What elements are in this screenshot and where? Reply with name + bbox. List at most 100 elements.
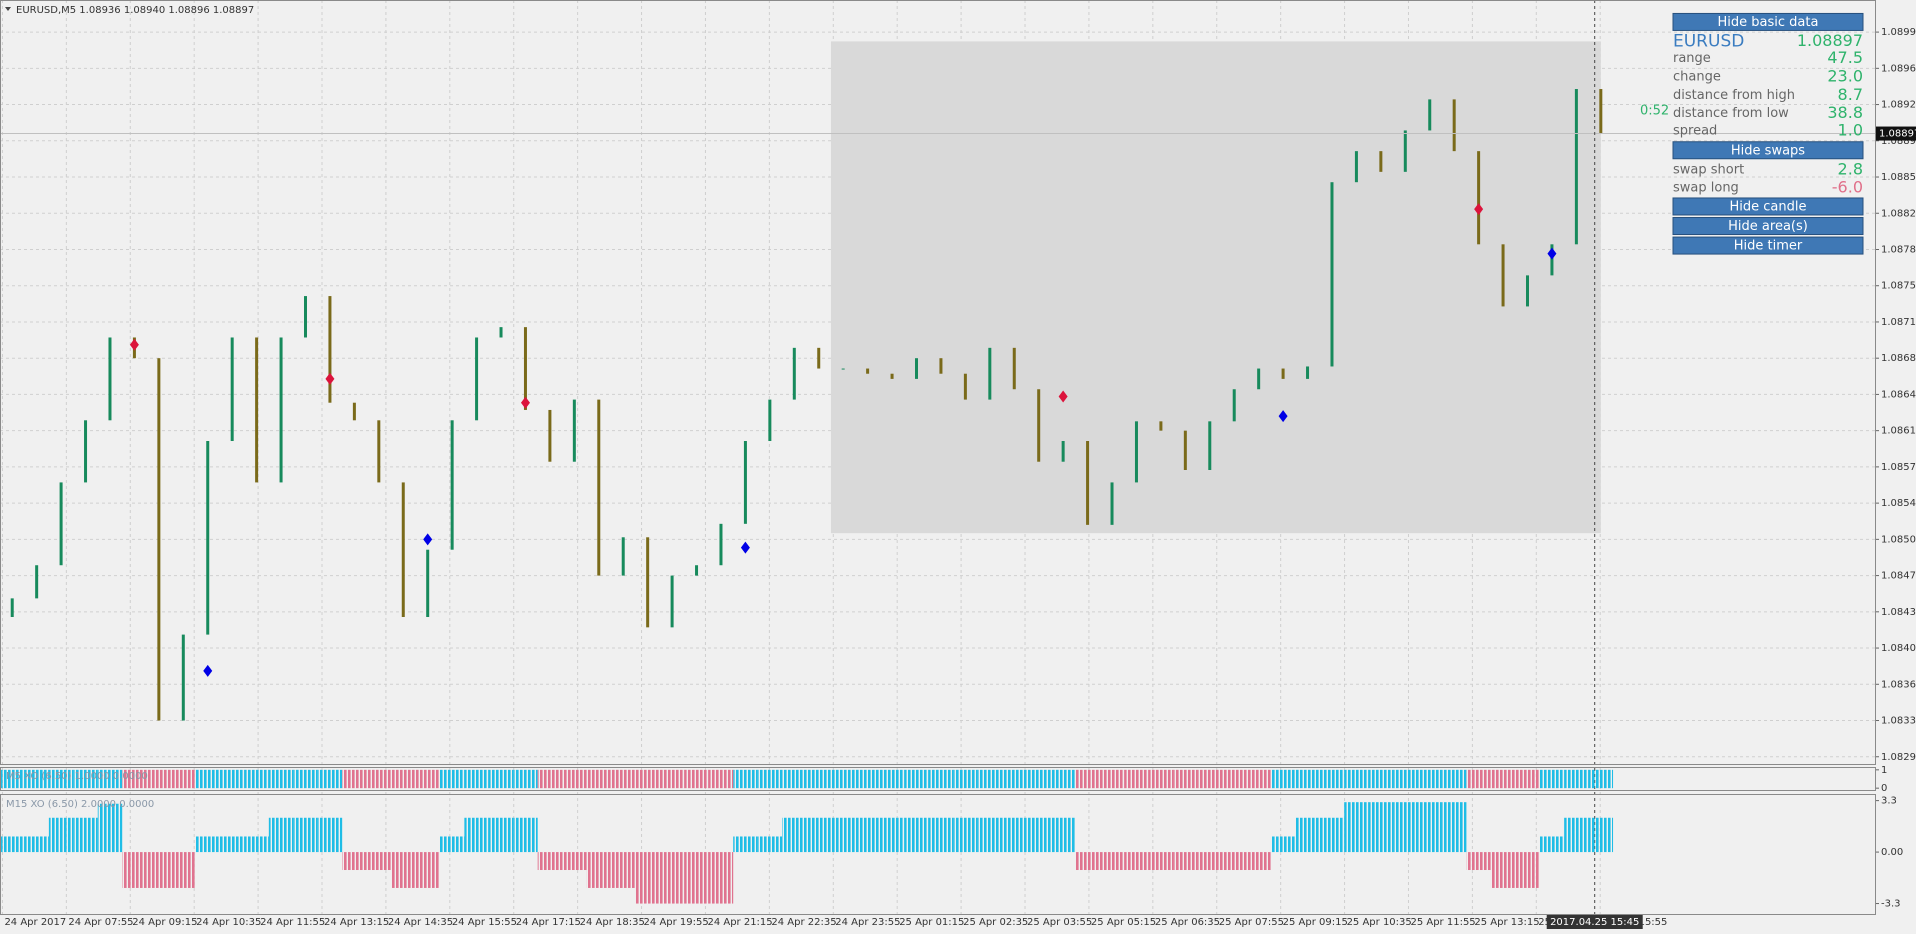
xo-bar (1466, 852, 1491, 871)
symbol-price: 1.08897 (1797, 31, 1863, 50)
xo-bar (684, 852, 709, 904)
stat-label: change (1673, 69, 1721, 84)
candle (1452, 99, 1456, 152)
x-tick-label: 24 Apr 21:15 (707, 917, 772, 928)
m5-frame (0, 767, 1876, 791)
xo-bar (1148, 852, 1174, 871)
candle (401, 482, 405, 617)
xo-bar (733, 769, 758, 789)
panel-button[interactable] (1672, 217, 1864, 236)
candle (1110, 482, 1114, 525)
xo-bar (1441, 769, 1467, 789)
xo-bar (1564, 769, 1589, 789)
y-tick-label: 1.08820 (1881, 208, 1916, 219)
xo-bar (146, 852, 172, 888)
candle (1012, 347, 1016, 390)
xo-bar (611, 769, 636, 789)
xo-bar (391, 769, 416, 789)
xo-bar (1295, 817, 1320, 853)
xo-bar (586, 852, 611, 888)
candle (890, 373, 894, 379)
candle (35, 565, 39, 599)
panel-button-label[interactable]: Hide area(s) (1728, 219, 1808, 234)
x-tick-label: 25 Apr 02:35 (963, 917, 1028, 928)
swap-value: -6.0 (1832, 178, 1863, 197)
panel-button[interactable] (1672, 12, 1864, 31)
xo-bar (928, 769, 954, 789)
stat-value: 38.8 (1827, 103, 1863, 122)
xo-bar (659, 769, 685, 789)
xo-bar (904, 817, 929, 853)
xo-bar (366, 852, 392, 871)
xo-bar (73, 817, 98, 853)
x-tick-label: 24 Apr 15:55 (452, 917, 517, 928)
x-tick-label: 25 Apr 07:55 (1219, 917, 1284, 928)
stat-label: distance from low (1673, 106, 1789, 121)
xo-bar (733, 836, 758, 853)
signal-diamond (1474, 203, 1484, 216)
candle (1134, 421, 1138, 483)
panel-button-label[interactable]: Hide swaps (1731, 143, 1805, 158)
y-tick-label: 1.08855 (1881, 172, 1916, 183)
candle (328, 296, 332, 403)
panel-button-label[interactable]: Hide candle (1730, 199, 1807, 214)
xo-bar (611, 852, 636, 888)
panel-button[interactable] (1672, 197, 1864, 216)
x-tick-label: 24 Apr 19:55 (644, 917, 709, 928)
xo-bar (635, 769, 660, 789)
xo-bar (317, 769, 343, 789)
panel-button[interactable] (1672, 141, 1864, 160)
candle (646, 537, 650, 628)
xo-bar (1295, 769, 1320, 789)
candle (1379, 151, 1383, 172)
panel-button[interactable] (1672, 236, 1864, 255)
xo-bar (1539, 769, 1565, 789)
xo-bar (195, 836, 220, 853)
xo-bar (97, 803, 123, 853)
candle (719, 523, 723, 566)
xo-bar (708, 769, 734, 789)
xo-bar (1466, 769, 1491, 789)
x-tick-label: 24 Apr 14:35 (388, 917, 453, 928)
signal-diamond (520, 396, 530, 409)
candle (1159, 421, 1163, 431)
xo-bar (439, 836, 465, 853)
y-tick-label: 1.08575 (1881, 462, 1916, 473)
xo-bar (317, 817, 343, 853)
xo-bar (1393, 802, 1418, 853)
x-tick-label: 25 Apr 09:15 (1283, 917, 1348, 928)
main-frame (0, 0, 1876, 765)
panel-button-label[interactable]: Hide basic data (1718, 15, 1819, 30)
xo-bar (855, 817, 880, 853)
y-tick-label: 1.08610 (1881, 426, 1916, 437)
xo-bar (1026, 817, 1051, 853)
candle (377, 420, 381, 483)
xo-bar (488, 817, 514, 853)
xo-bar (488, 769, 514, 789)
xo-bar (1075, 769, 1100, 789)
signal-diamond (740, 541, 750, 554)
xo-bar (342, 852, 367, 871)
xo-bar (537, 852, 563, 871)
x-tick-label: 25 Apr 06:35 (1155, 917, 1220, 928)
candle (230, 337, 234, 442)
candle (768, 399, 772, 442)
y-tick-label: 1.08785 (1881, 244, 1916, 255)
xo-bar (513, 817, 538, 853)
candle (1330, 182, 1334, 367)
xo-bar (219, 769, 245, 789)
xo-bar (757, 769, 783, 789)
xo-bar (1124, 852, 1149, 871)
xo-bar (1002, 817, 1027, 853)
candle (1257, 368, 1261, 390)
xo-bar (684, 769, 709, 789)
swap-value: 2.8 (1838, 159, 1863, 178)
candle (1183, 430, 1187, 470)
xo-bar (562, 769, 587, 789)
panel-button-label[interactable]: Hide timer (1734, 239, 1803, 254)
xo-bar (244, 769, 269, 789)
candle (352, 402, 356, 421)
xo-bar (391, 852, 416, 888)
stat-value: 1.0 (1838, 120, 1863, 139)
